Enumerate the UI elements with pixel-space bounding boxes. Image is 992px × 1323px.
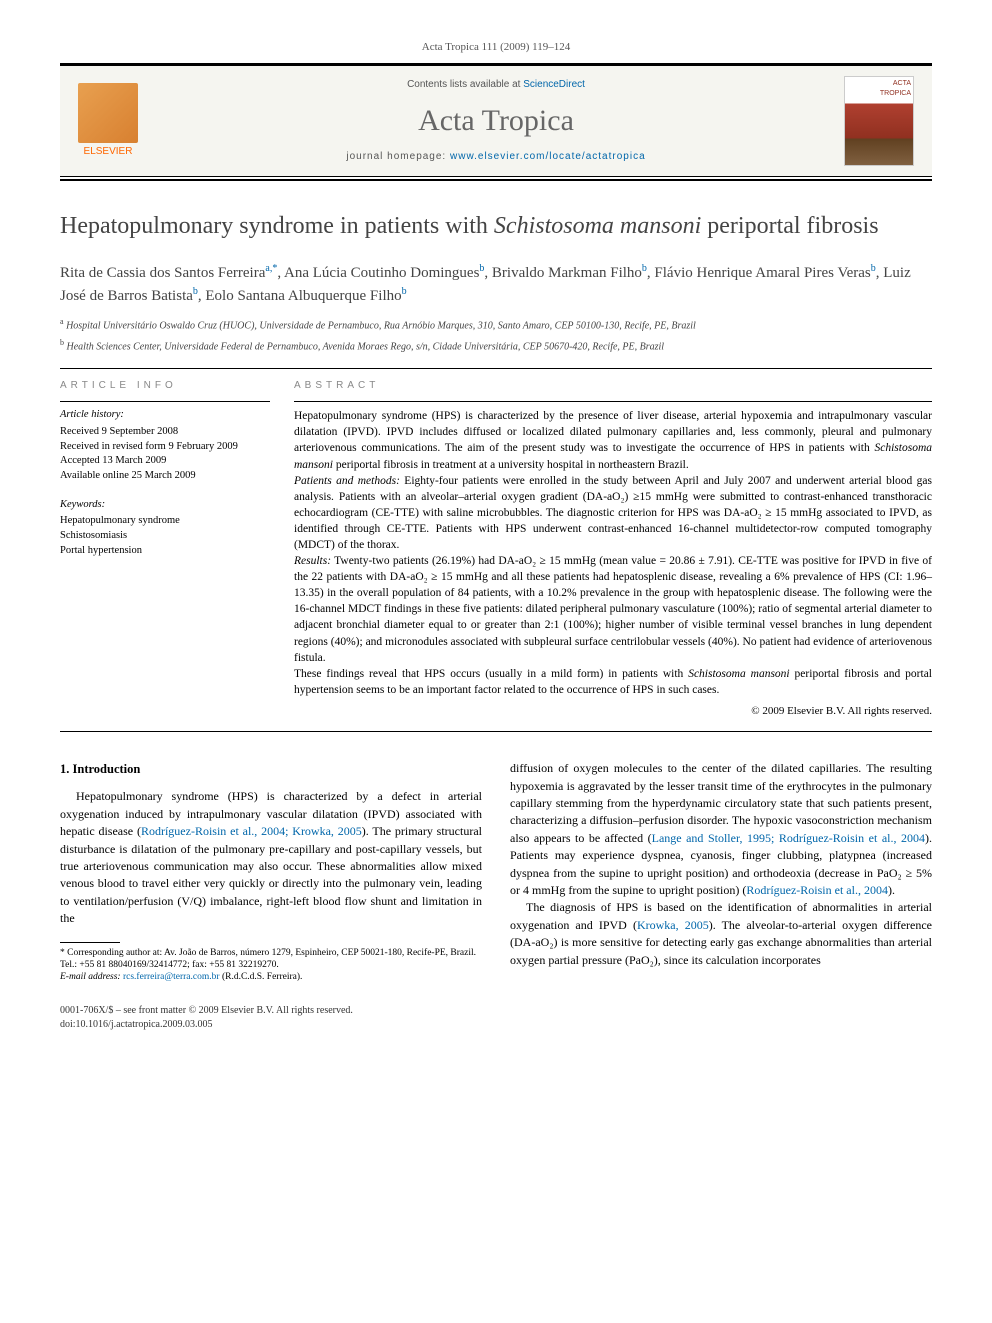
keyword: Hepatopulmonary syndrome <box>60 514 270 529</box>
masthead: ELSEVIER Contents lists available at Sci… <box>60 65 932 177</box>
affiliation: a Hospital Universitário Oswaldo Cruz (H… <box>60 316 932 333</box>
cover-label-2: TROPICA <box>880 90 911 97</box>
author-affil-marker: a,* <box>265 263 277 274</box>
abstract-text: Hepatopulmonary syndrome (HPS) is charac… <box>294 408 932 698</box>
abstract-para: Patients and methods: Eighty-four patien… <box>294 473 932 553</box>
author: Eolo Santana Albuquerque Filhob <box>205 288 406 304</box>
author-affil-marker: b <box>871 263 876 274</box>
citation-link[interactable]: Lange and Stoller, 1995; Rodríguez-Roisi… <box>652 831 925 845</box>
author: Brivaldo Markman Filhob <box>492 265 647 281</box>
intro-para-1: Hepatopulmonary syndrome (HPS) is charac… <box>60 788 482 927</box>
body-columns: 1. Introduction Hepatopulmonary syndrome… <box>60 760 932 983</box>
history-line: Received in revised form 9 February 2009 <box>60 440 270 455</box>
sciencedirect-link[interactable]: ScienceDirect <box>523 79 585 90</box>
publisher-label: ELSEVIER <box>84 145 133 159</box>
homepage-url[interactable]: www.elsevier.com/locate/actatropica <box>450 151 646 162</box>
email-suffix: (R.d.C.d.S. Ferreira). <box>220 972 303 982</box>
affiliation: b Health Sciences Center, Universidade F… <box>60 337 932 354</box>
abstract-para: Hepatopulmonary syndrome (HPS) is charac… <box>294 408 932 472</box>
article-history: Article history: Received 9 September 20… <box>60 408 270 483</box>
citation-link[interactable]: Krowka, 2005 <box>637 918 709 932</box>
abstract-para: These findings reveal that HPS occurs (u… <box>294 666 932 698</box>
copyright: © 2009 Elsevier B.V. All rights reserved… <box>294 704 932 719</box>
keyword: Schistosomiasis <box>60 529 270 544</box>
citation-link[interactable]: Rodríguez-Roisin et al., 2004; Krowka, 2… <box>141 824 362 838</box>
article-info-heading: ARTICLE INFO <box>60 379 270 393</box>
running-header: Acta Tropica 111 (2009) 119–124 <box>60 40 932 55</box>
title-pre: Hepatopulmonary syndrome in patients wit… <box>60 213 494 239</box>
keywords-block: Keywords: Hepatopulmonary syndromeSchist… <box>60 498 270 559</box>
journal-cover-thumb: ACTA TROPICA <box>844 76 914 166</box>
p1-post: ). The primary structural disturbance is… <box>60 824 482 925</box>
author: Flávio Henrique Amaral Pires Verasb <box>654 265 875 281</box>
author: Ana Lúcia Coutinho Dominguesb <box>284 265 484 281</box>
footnote-text: Corresponding author at: Av. João de Bar… <box>60 948 476 970</box>
rule-authors <box>60 368 932 369</box>
intro-para-3: The diagnosis of HPS is based on the ide… <box>510 899 932 969</box>
author-affil-marker: b <box>642 263 647 274</box>
citation-link[interactable]: Rodríguez-Roisin et al., 2004 <box>746 883 888 897</box>
footnote-rule <box>60 942 120 943</box>
title-italic: Schistosoma mansoni <box>494 213 701 239</box>
doi-line: doi:10.1016/j.actatropica.2009.03.005 <box>60 1018 932 1032</box>
homepage-line: journal homepage: www.elsevier.com/locat… <box>148 150 844 164</box>
intro-heading: 1. Introduction <box>60 760 482 778</box>
history-line: Received 9 September 2008 <box>60 425 270 440</box>
email-link[interactable]: rcs.ferreira@terra.com.br <box>123 972 220 982</box>
rule-after-abstract <box>60 731 932 732</box>
author-affil-marker: b <box>193 286 198 297</box>
authors: Rita de Cassia dos Santos Ferreiraa,*, A… <box>60 261 932 308</box>
history-line: Available online 25 March 2009 <box>60 469 270 484</box>
corresponding-footnote: * Corresponding author at: Av. João de B… <box>60 947 482 984</box>
author-affil-marker: b <box>479 263 484 274</box>
cover-label-1: ACTA <box>893 80 911 87</box>
article-title: Hepatopulmonary syndrome in patients wit… <box>60 211 932 242</box>
front-matter-line: 0001-706X/$ – see front matter © 2009 El… <box>60 1004 932 1018</box>
journal-name: Acta Tropica <box>148 100 844 142</box>
doi-block: 0001-706X/$ – see front matter © 2009 El… <box>60 1004 932 1032</box>
history-label: Article history: <box>60 408 270 423</box>
contents-line: Contents lists available at ScienceDirec… <box>148 78 844 92</box>
rule-info <box>60 401 270 402</box>
abstract-heading: ABSTRACT <box>294 379 932 393</box>
email-label: E-mail address: <box>60 972 123 982</box>
title-post: periportal fibrosis <box>701 213 878 239</box>
p2-post: ). <box>888 883 895 897</box>
rule-abstract <box>294 401 932 402</box>
rule-bottom <box>60 179 932 181</box>
keyword: Portal hypertension <box>60 544 270 559</box>
intro-para-2: diffusion of oxygen molecules to the cen… <box>510 760 932 899</box>
elsevier-tree-icon <box>78 83 138 143</box>
author: Rita de Cassia dos Santos Ferreiraa,* <box>60 265 277 281</box>
homepage-prefix: journal homepage: <box>346 151 450 162</box>
abstract-para: Results: Twenty-two patients (26.19%) ha… <box>294 553 932 666</box>
contents-prefix: Contents lists available at <box>407 79 523 90</box>
author-affil-marker: b <box>402 286 407 297</box>
history-line: Accepted 13 March 2009 <box>60 454 270 469</box>
keywords-label: Keywords: <box>60 498 270 513</box>
publisher-logo-block: ELSEVIER <box>68 83 148 159</box>
footnote-marker: * <box>60 948 65 958</box>
